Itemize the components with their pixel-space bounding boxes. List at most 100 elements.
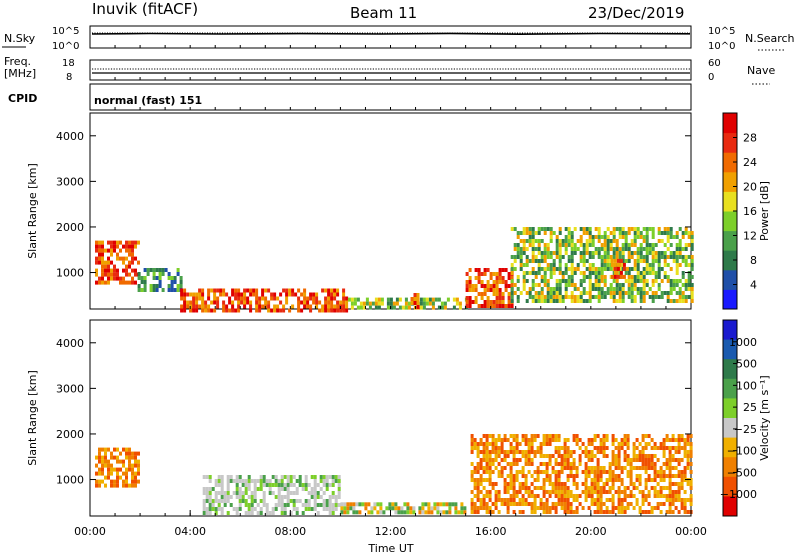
velocity-cell — [476, 466, 480, 470]
power-cell — [195, 308, 199, 313]
power-cell — [591, 263, 595, 267]
velocity-cell — [596, 498, 600, 502]
power-cell — [468, 280, 472, 284]
power-cell — [267, 304, 271, 309]
velocity-cell — [533, 502, 537, 506]
power-cell — [495, 276, 499, 280]
velocity-cell — [566, 450, 570, 454]
power-cell — [564, 287, 568, 291]
power-cell — [276, 296, 280, 301]
velocity-cell — [463, 506, 467, 511]
velocity-cell — [515, 458, 519, 462]
velocity-cell — [683, 506, 687, 510]
power-cell — [678, 255, 682, 259]
velocity-cell — [686, 442, 690, 446]
velocity-cell — [680, 486, 684, 490]
velocity-cell — [623, 454, 627, 458]
velocity-cell — [226, 483, 230, 487]
power-cell — [465, 280, 469, 284]
velocity-cell — [623, 450, 627, 454]
power-cell — [198, 304, 202, 309]
velocity-cell — [482, 502, 486, 506]
velocity-cell — [482, 494, 486, 498]
velocity-cell — [530, 446, 534, 450]
power-cell — [104, 272, 107, 277]
power-cell — [622, 266, 626, 271]
velocity-cell — [289, 479, 293, 483]
power-cell — [362, 305, 366, 310]
velocity-cell — [433, 502, 437, 507]
velocity-cell — [671, 446, 675, 450]
velocity-cell — [283, 507, 287, 511]
power-cell — [588, 267, 592, 271]
velocity-cbar-swatch — [723, 496, 737, 517]
velocity-cell — [668, 454, 672, 458]
power-cell — [612, 239, 616, 243]
velocity-ylabel: Slant Range [km] — [26, 370, 39, 466]
power-cell — [477, 268, 481, 272]
velocity-cell — [512, 474, 516, 478]
velocity-cell — [620, 502, 624, 506]
velocity-cell — [442, 502, 446, 507]
power-cell — [555, 299, 559, 303]
power-cell — [282, 288, 286, 293]
velocity-cell — [220, 507, 224, 511]
velocity-cell — [542, 502, 546, 506]
power-cell — [231, 308, 235, 313]
power-cell — [630, 239, 634, 243]
power-cell — [522, 279, 526, 283]
power-cell — [324, 308, 328, 313]
power-cell — [606, 263, 610, 267]
velocity-cell — [451, 502, 455, 507]
power-cell — [639, 235, 643, 239]
power-cell — [95, 240, 98, 245]
power-cell — [321, 304, 325, 309]
power-cell — [570, 235, 574, 239]
power-cell — [621, 291, 625, 295]
velocity-cell — [107, 459, 110, 464]
power-cell — [585, 231, 589, 235]
velocity-cell — [485, 434, 489, 438]
power-cell — [297, 300, 301, 305]
velocity-cell — [208, 503, 212, 507]
power-cell — [116, 272, 119, 277]
power-cell — [419, 297, 423, 302]
velocity-cell — [647, 434, 651, 438]
velocity-cell — [262, 491, 266, 495]
velocity-cell — [485, 470, 489, 474]
power-cell — [606, 227, 610, 231]
velocity-cell — [560, 470, 564, 474]
power-cbar-swatch — [723, 191, 737, 212]
power-cell — [603, 283, 607, 287]
power-cell — [627, 259, 631, 263]
velocity-cell — [476, 478, 480, 482]
power-cell — [531, 235, 535, 239]
velocity-cell — [626, 502, 630, 506]
velocity-cell — [656, 482, 660, 486]
velocity-cell — [524, 462, 528, 466]
velocity-cell — [220, 475, 224, 479]
power-cell — [534, 291, 538, 295]
velocity-cell — [602, 434, 606, 438]
power-cell — [528, 295, 532, 299]
velocity-cell — [566, 510, 570, 514]
power-cell — [630, 279, 634, 283]
velocity-cell — [605, 478, 609, 482]
power-cell — [152, 288, 156, 292]
velocity-cell — [125, 483, 128, 488]
power-cell — [161, 288, 165, 292]
velocity-cell — [113, 479, 116, 484]
power-cell — [327, 292, 331, 297]
velocity-cell — [322, 491, 326, 495]
velocity-cell — [545, 442, 549, 446]
velocity-cell — [220, 511, 224, 515]
velocity-cell — [247, 479, 251, 483]
velocity-cell — [524, 458, 528, 462]
power-cell — [690, 291, 694, 295]
power-cell — [555, 283, 559, 287]
velocity-cell — [259, 499, 263, 503]
power-cell — [525, 227, 529, 231]
velocity-cell — [247, 475, 251, 479]
power-cell — [564, 243, 568, 247]
